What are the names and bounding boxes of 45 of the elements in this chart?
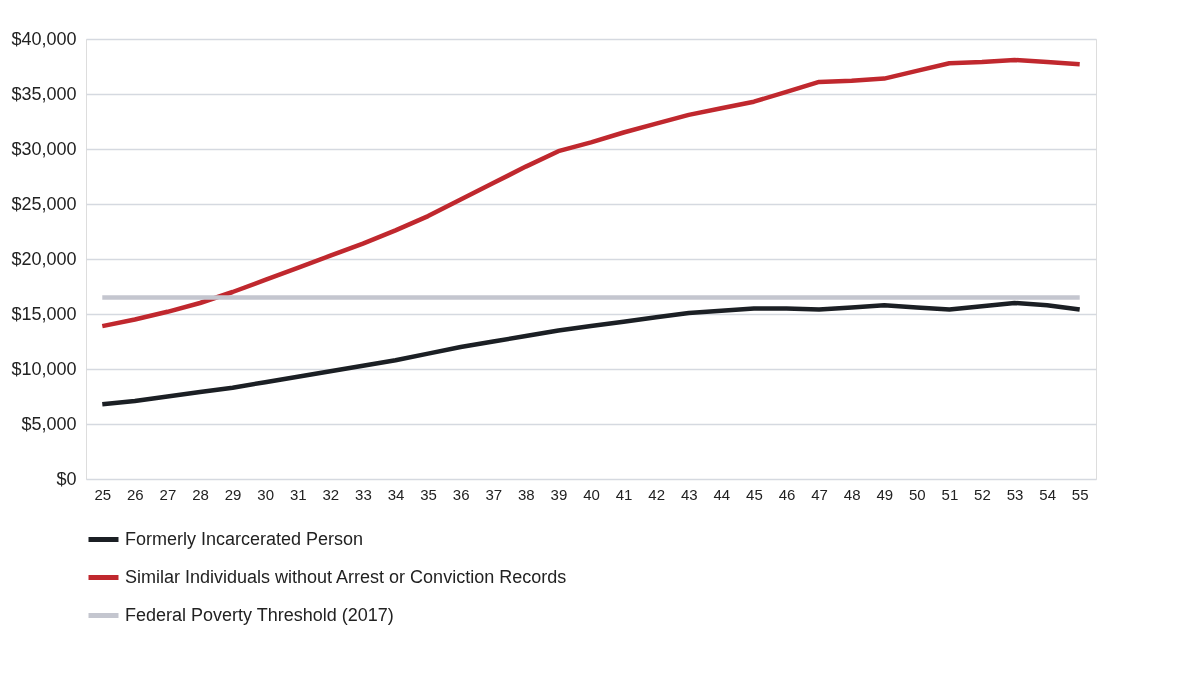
x-tick-label: 47: [811, 485, 828, 503]
y-tick-label: $40,000: [11, 28, 77, 49]
x-tick-label: 40: [583, 485, 600, 503]
legend-label: Federal Poverty Threshold (2017): [125, 604, 394, 625]
x-tick-label: 36: [452, 485, 470, 503]
x-tick-label: 35: [420, 485, 437, 503]
x-tick-label: 54: [1039, 485, 1056, 503]
line-series: [100, 300, 1082, 407]
x-tick-label: 34: [387, 485, 405, 503]
x-tick-label: 25: [94, 485, 112, 503]
x-tick-label: 53: [1006, 485, 1024, 503]
legend-label: Formerly Incarcerated Person: [125, 528, 364, 549]
x-tick-label: 26: [127, 485, 144, 503]
x-tick-label: 38: [517, 485, 535, 503]
y-tick-label: $10,000: [11, 358, 77, 379]
x-tick-label: 30: [257, 485, 275, 503]
x-tick-label: 33: [355, 485, 372, 503]
y-tick-label: $35,000: [11, 83, 77, 104]
x-tick-label: 44: [713, 485, 731, 503]
y-tick-label: $0: [56, 468, 77, 489]
x-tick-label: 48: [843, 485, 861, 503]
x-tick-label: 46: [778, 485, 796, 503]
y-tick-label: $15,000: [11, 303, 77, 324]
x-tick-label: 51: [941, 485, 959, 503]
x-tick-label: 28: [192, 485, 209, 503]
y-tick-label: $30,000: [11, 138, 77, 159]
x-tick-label: 37: [485, 485, 503, 503]
x-tick-label: 55: [1071, 485, 1089, 503]
y-tick-label: $5,000: [21, 413, 77, 434]
x-tick-label: 31: [289, 485, 307, 503]
x-tick-label: 29: [224, 485, 242, 503]
x-tick-label: 52: [974, 485, 991, 503]
x-tick-label: 45: [746, 485, 763, 503]
x-tick-label: 50: [908, 485, 926, 503]
x-tick-label: 39: [550, 485, 568, 503]
x-tick-label: 42: [648, 485, 666, 503]
legend-label: Similar Individuals without Arrest or Conviction Records: [125, 566, 567, 587]
y-tick-label: $20,000: [11, 248, 77, 269]
x-tick-label: 43: [680, 485, 698, 503]
x-tick-label: 41: [615, 485, 633, 503]
y-tick-label: $25,000: [11, 193, 77, 214]
line-series: [100, 57, 1082, 329]
x-tick-label: 49: [876, 485, 894, 503]
x-tick-label: 32: [322, 485, 340, 503]
x-tick-label: 27: [159, 485, 177, 503]
